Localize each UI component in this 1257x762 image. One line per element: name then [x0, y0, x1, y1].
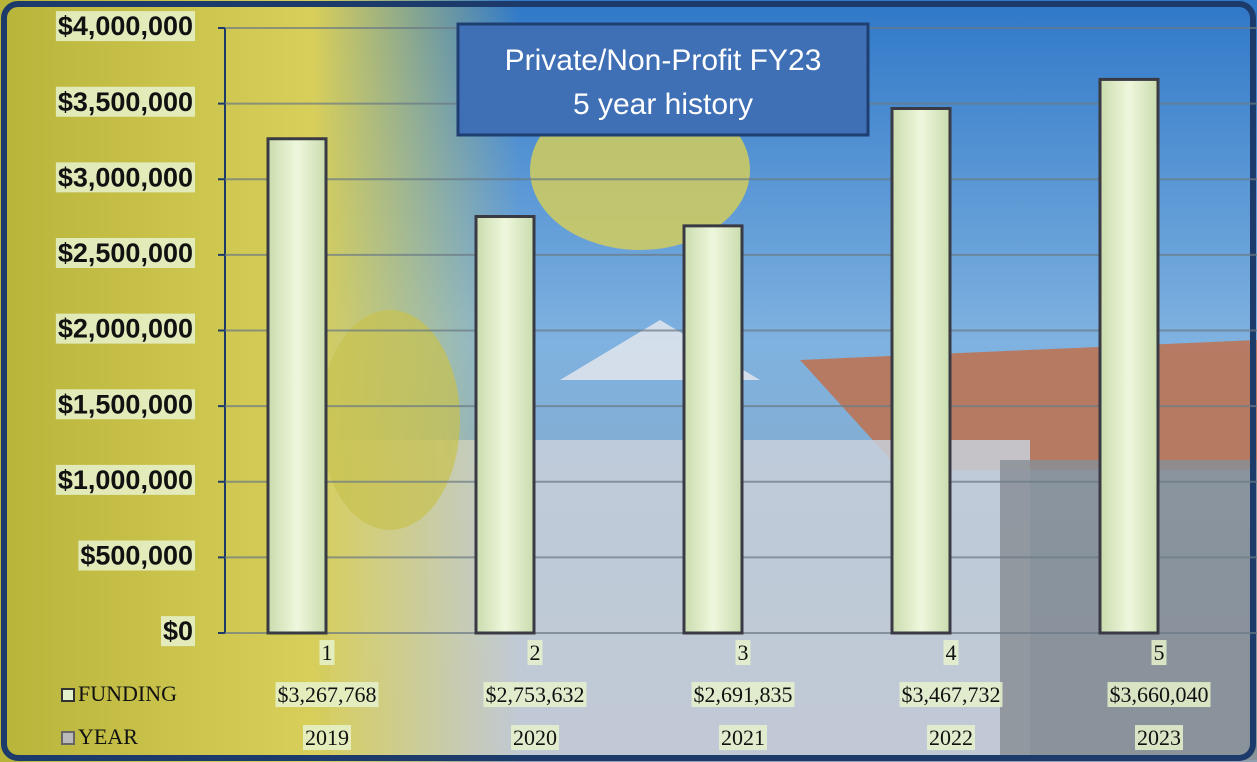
- label-background: [55, 464, 195, 495]
- label-background: [55, 313, 195, 344]
- year-label: 2021: [721, 725, 765, 750]
- data-label: $3,467,732: [902, 682, 1001, 707]
- label-background: [1107, 682, 1211, 708]
- chart-subtitle: 5 year history: [573, 88, 753, 121]
- x-tick-label: 3: [738, 640, 749, 665]
- label-background: [55, 238, 195, 268]
- data-label: $2,753,632: [486, 682, 585, 707]
- bar: [1098, 77, 1160, 635]
- label-background: [483, 682, 587, 708]
- label-background: [691, 682, 795, 708]
- label-background: [55, 86, 195, 117]
- label-background: [275, 682, 379, 708]
- legend-marker: [61, 731, 75, 745]
- bar: [266, 137, 328, 635]
- y-tick-label: $3,000,000: [58, 162, 193, 192]
- legend-label: YEAR: [78, 724, 138, 749]
- label-background: [55, 11, 195, 42]
- label-background: [303, 725, 351, 751]
- x-tick-label: 2: [530, 640, 541, 665]
- label-background: [78, 540, 195, 571]
- label-background: [943, 640, 959, 666]
- label-background: [899, 682, 1003, 708]
- y-tick-label: $1,500,000: [58, 389, 193, 419]
- label-background: [1135, 725, 1183, 751]
- y-tick-label: $0: [163, 616, 193, 646]
- x-tick-label: 4: [946, 640, 957, 665]
- bar: [682, 224, 744, 635]
- y-tick-label: $4,000,000: [58, 11, 193, 41]
- legend-marker: [61, 688, 75, 702]
- y-tick-label: $2,500,000: [58, 238, 193, 268]
- label-background: [1151, 640, 1167, 666]
- x-tick-label: 5: [1154, 640, 1165, 665]
- data-label: $3,660,040: [1110, 682, 1209, 707]
- year-label: 2023: [1137, 725, 1181, 750]
- label-background: [927, 725, 975, 751]
- title-box: Private/Non-Profit FY23 5 year history: [456, 22, 870, 137]
- label-background: [55, 162, 195, 193]
- chart-title: Private/Non-Profit FY23: [505, 44, 822, 77]
- label-background: [511, 725, 559, 751]
- label-background: [160, 616, 195, 647]
- y-tick-label: $3,500,000: [58, 87, 193, 117]
- label-background: [55, 389, 195, 420]
- legend-label: FUNDING: [78, 681, 177, 706]
- bar: [890, 107, 952, 635]
- data-label: $3,267,768: [278, 682, 377, 707]
- data-label: $2,691,835: [694, 682, 793, 707]
- year-label: 2019: [305, 725, 349, 750]
- year-label: 2020: [513, 725, 557, 750]
- x-tick-label: 1: [322, 640, 333, 665]
- label-background: [735, 640, 751, 666]
- year-label: 2022: [929, 725, 973, 750]
- label-background: [527, 640, 543, 666]
- label-background: [319, 640, 335, 666]
- y-tick-label: $1,000,000: [58, 465, 193, 495]
- label-background: [719, 725, 767, 751]
- bar: [474, 215, 536, 635]
- y-tick-label: $2,000,000: [58, 314, 193, 344]
- y-tick-label: $500,000: [80, 541, 193, 571]
